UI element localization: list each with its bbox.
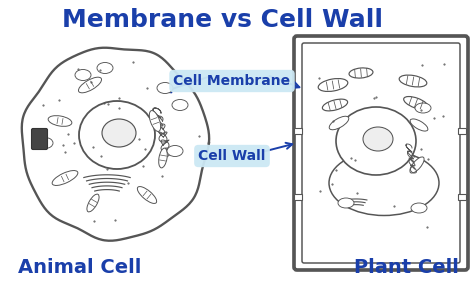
Ellipse shape xyxy=(48,116,72,126)
Ellipse shape xyxy=(149,111,161,132)
Ellipse shape xyxy=(97,63,113,74)
Ellipse shape xyxy=(37,138,53,148)
Ellipse shape xyxy=(404,97,428,109)
Text: Cell Membrane: Cell Membrane xyxy=(173,74,291,88)
Text: Membrane vs Cell Wall: Membrane vs Cell Wall xyxy=(62,8,383,32)
Ellipse shape xyxy=(167,146,183,157)
Ellipse shape xyxy=(137,187,156,203)
Ellipse shape xyxy=(336,107,416,175)
Text: Cell Wall: Cell Wall xyxy=(198,149,266,163)
Ellipse shape xyxy=(399,75,427,87)
Ellipse shape xyxy=(52,171,78,185)
Ellipse shape xyxy=(411,203,427,213)
Ellipse shape xyxy=(102,119,136,147)
Bar xyxy=(458,194,466,200)
Ellipse shape xyxy=(349,68,373,78)
Ellipse shape xyxy=(79,77,101,93)
Ellipse shape xyxy=(172,100,188,111)
FancyBboxPatch shape xyxy=(31,129,47,150)
Ellipse shape xyxy=(338,198,354,208)
Bar xyxy=(294,194,302,200)
Bar xyxy=(458,128,466,134)
Text: Plant Cell: Plant Cell xyxy=(354,258,459,277)
Text: Animal Cell: Animal Cell xyxy=(18,258,141,277)
Bar xyxy=(294,128,302,134)
Ellipse shape xyxy=(79,101,155,169)
Ellipse shape xyxy=(329,116,349,130)
Ellipse shape xyxy=(410,119,428,131)
Ellipse shape xyxy=(318,79,348,91)
Ellipse shape xyxy=(87,194,99,212)
Ellipse shape xyxy=(363,127,393,151)
Ellipse shape xyxy=(159,148,167,168)
FancyBboxPatch shape xyxy=(302,43,460,263)
Ellipse shape xyxy=(322,99,347,111)
Ellipse shape xyxy=(415,103,431,113)
Ellipse shape xyxy=(329,150,439,216)
Ellipse shape xyxy=(410,157,424,173)
Ellipse shape xyxy=(157,83,173,93)
Ellipse shape xyxy=(75,70,91,81)
